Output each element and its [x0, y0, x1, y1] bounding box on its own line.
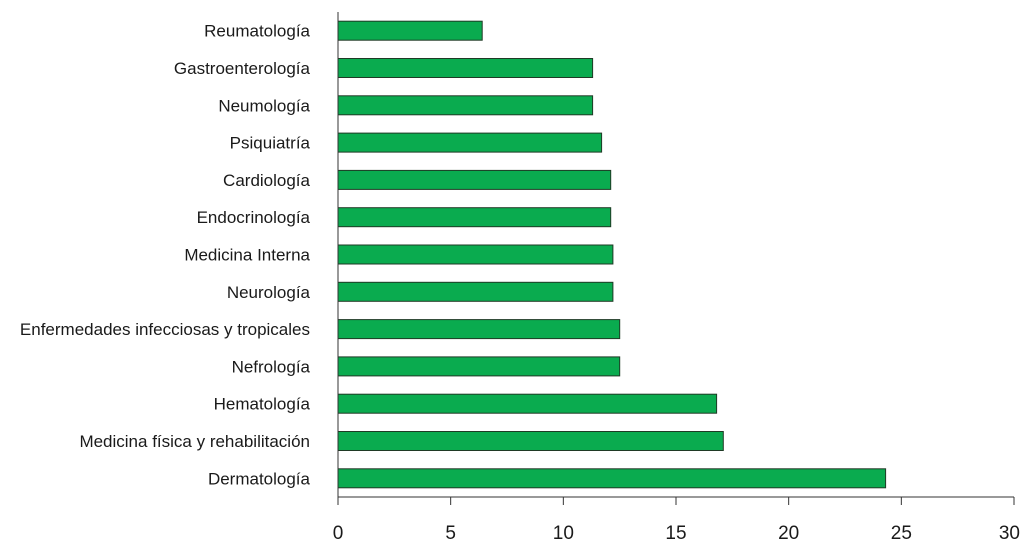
bar-5	[337, 169, 612, 190]
category-label: Medicina física y rehabilitación	[79, 432, 310, 451]
category-labels: Reumatología Gastroenterología Neumología P…	[20, 22, 311, 489]
x-tick-labels: 0 5 10 15 20 25 30	[333, 523, 1020, 544]
bar-6	[337, 207, 612, 228]
bar-13	[337, 468, 887, 489]
category-label: Neumología	[218, 96, 310, 115]
x-tick-label: 15	[665, 523, 686, 544]
category-label: Psiquiatría	[230, 134, 311, 153]
x-tick-label: 20	[778, 523, 799, 544]
x-tick-label: 10	[553, 523, 574, 544]
x-axis-ticks	[337, 497, 1015, 505]
x-tick-label: 25	[891, 523, 912, 544]
bar-1	[337, 20, 483, 41]
bars-group	[337, 20, 887, 489]
x-tick-label: 30	[999, 523, 1020, 544]
category-label: Gastroenterología	[174, 59, 311, 78]
bar-11	[337, 393, 718, 414]
x-tick-label: 0	[333, 523, 344, 544]
bar-10	[337, 356, 621, 377]
category-label: Endocrinología	[197, 208, 311, 227]
category-label: Medicina Interna	[184, 246, 310, 265]
category-label: Dermatología	[208, 469, 311, 488]
bar-8	[337, 281, 614, 302]
category-label: Nefrología	[232, 357, 311, 376]
bar-12	[337, 431, 724, 451]
category-label: Cardiología	[223, 171, 310, 190]
category-label: Enfermedades infecciosas y tropicales	[20, 320, 310, 339]
category-label: Hematología	[214, 395, 311, 414]
bar-7	[337, 244, 614, 265]
category-label: Neurología	[227, 283, 311, 302]
bar-9	[337, 319, 621, 340]
x-tick-label: 5	[445, 523, 456, 544]
bar-2	[337, 58, 594, 78]
category-label: Reumatología	[204, 22, 310, 41]
bar-3	[337, 95, 594, 116]
bar-4	[337, 132, 603, 153]
